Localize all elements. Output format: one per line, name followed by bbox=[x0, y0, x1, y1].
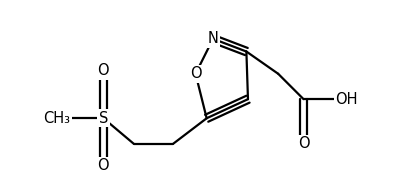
Text: O: O bbox=[98, 158, 109, 173]
Text: N: N bbox=[208, 31, 219, 46]
Text: O: O bbox=[298, 136, 309, 151]
Text: S: S bbox=[99, 111, 108, 126]
Text: O: O bbox=[98, 63, 109, 78]
Text: CH₃: CH₃ bbox=[43, 111, 70, 126]
Text: OH: OH bbox=[335, 92, 358, 107]
Text: O: O bbox=[190, 66, 201, 81]
